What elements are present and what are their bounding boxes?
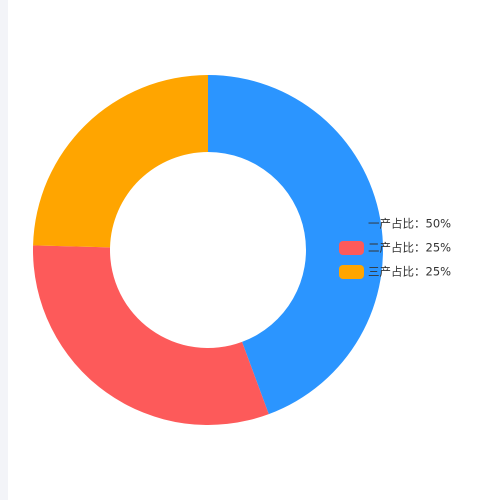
side-strip <box>0 0 8 500</box>
legend-label[interactable]: 二产占比：25% <box>368 241 451 255</box>
legend-swatch[interactable] <box>339 241 364 255</box>
legend-swatch[interactable] <box>339 217 364 231</box>
slice <box>208 75 383 415</box>
slice <box>33 75 208 248</box>
slice <box>33 245 269 426</box>
legend-label[interactable]: 一产占比：50% <box>368 217 451 231</box>
legend-label[interactable]: 三产占比：25% <box>368 265 451 279</box>
legend-swatch[interactable] <box>339 265 364 279</box>
